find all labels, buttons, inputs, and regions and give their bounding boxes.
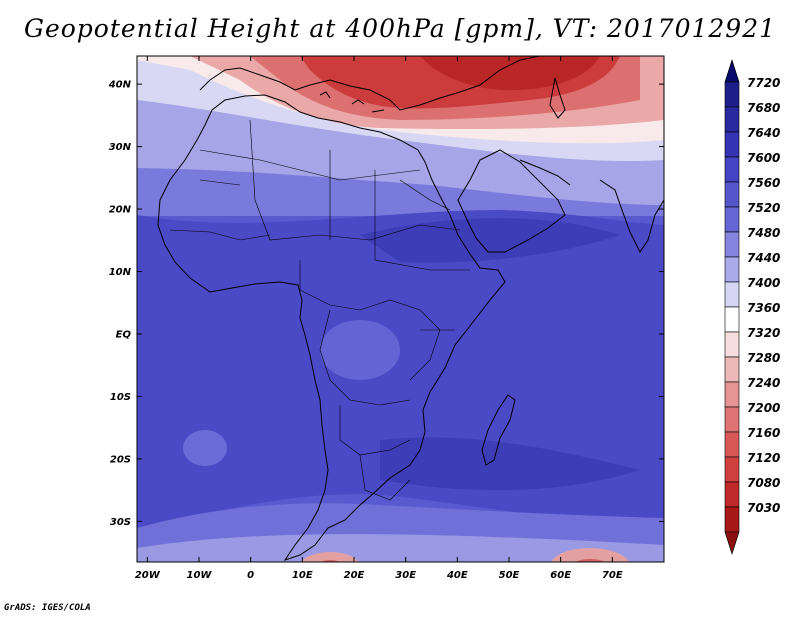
lon-tick-label: 30E — [395, 570, 416, 581]
lon-tick-label: 20E — [344, 570, 365, 581]
legend-swatch — [724, 356, 740, 383]
legend-label: 7720 — [747, 76, 780, 90]
legend-swatch — [724, 431, 740, 458]
legend-label: 7440 — [747, 251, 780, 265]
coastlines — [157, 56, 664, 561]
legend-swatch — [724, 506, 740, 533]
field-band-7600-south — [380, 437, 640, 491]
legend-swatch — [724, 406, 740, 433]
legend-swatch — [724, 306, 740, 333]
legend-swatch — [724, 256, 740, 283]
legend-label: 7560 — [747, 176, 780, 190]
legend-label: 7520 — [747, 201, 780, 215]
field-high-central — [320, 320, 400, 380]
legend-label: 7680 — [747, 101, 780, 115]
lon-tick-label: 60E — [550, 570, 571, 581]
lat-tick-label: EQ — [116, 329, 132, 340]
mediterranean-islands — [319, 91, 385, 113]
grads-credit: GrADS: IGES/COLA — [4, 603, 91, 613]
field-low-south-2 — [551, 548, 629, 562]
legend-swatch — [724, 281, 740, 308]
lat-tick-label: 30S — [110, 517, 131, 528]
lat-tick-label: 10S — [110, 392, 131, 403]
map-frame — [136, 55, 665, 563]
legend-swatch — [724, 331, 740, 358]
legend-swatch — [724, 181, 740, 208]
legend-bottom-arrow — [724, 531, 740, 555]
field-high-west — [183, 430, 227, 466]
arabia-coastline — [457, 149, 566, 253]
legend-label: 7640 — [747, 126, 780, 140]
legend-swatch — [724, 206, 740, 233]
legend-label: 7030 — [747, 501, 780, 515]
lon-tick-label: 70E — [602, 570, 623, 581]
persian-gulf — [519, 159, 571, 186]
legend-label: 7200 — [747, 401, 780, 415]
lon-tick-label: 10E — [292, 570, 313, 581]
legend-swatch — [724, 231, 740, 258]
lat-tick-label: 10N — [109, 267, 132, 278]
field-band-south-7480 — [137, 534, 664, 562]
height-field — [137, 56, 664, 562]
lon-tick-label: 50E — [499, 570, 520, 581]
lat-tick-label: 40N — [108, 80, 132, 91]
legend-swatch — [724, 156, 740, 183]
legend-label: 7240 — [747, 376, 780, 390]
lon-tick-label: 20W — [135, 570, 161, 581]
axis-ticks: 40N 30N 20N 10N EQ 10S 20S 30S 20W 10W 0 10E 20E 30E 4… — [108, 56, 664, 581]
legend-label: 7600 — [747, 151, 780, 165]
legend-swatch — [724, 81, 740, 108]
legend-label: 7400 — [747, 276, 780, 290]
field-band-7080 — [420, 56, 600, 91]
madagascar — [481, 394, 516, 466]
legend-label: 7160 — [747, 426, 780, 440]
lat-tick-label: 20S — [110, 454, 131, 465]
lon-tick-label: 40E — [446, 570, 468, 581]
field-band-7600-east — [360, 218, 620, 263]
legend-label: 7280 — [747, 351, 780, 365]
chart-title: Geopotential Height at 400hPa [gpm], VT:… — [23, 14, 777, 43]
legend-top-arrow — [724, 59, 740, 83]
lat-tick-label: 20N — [109, 205, 132, 216]
legend-swatch — [724, 131, 740, 158]
lat-tick-label: 30N — [109, 142, 132, 153]
legend-swatch — [724, 456, 740, 483]
legend-swatch — [724, 481, 740, 508]
africa-coastline — [157, 94, 506, 561]
legend-label: 7120 — [747, 451, 780, 465]
legend-label: 7360 — [747, 301, 780, 315]
country-borders — [169, 119, 470, 501]
lon-tick-label: 0 — [247, 570, 254, 581]
field-low-south-1 — [301, 552, 359, 562]
caspian — [549, 77, 566, 119]
legend-swatch — [724, 106, 740, 133]
color-legend: 7720 7680 7640 7600 7560 7520 7480 7440 7400 7360… — [724, 59, 780, 555]
legend-label: 7320 — [747, 326, 780, 340]
europe-coastline — [199, 56, 541, 111]
legend-label: 7080 — [747, 476, 780, 490]
legend-swatch — [724, 381, 740, 408]
india-coastline — [599, 179, 664, 253]
legend-label: 7480 — [747, 226, 780, 240]
field-low-south-2-core — [575, 559, 605, 562]
border-lines — [169, 119, 470, 501]
lon-tick-label: 10W — [187, 570, 213, 581]
